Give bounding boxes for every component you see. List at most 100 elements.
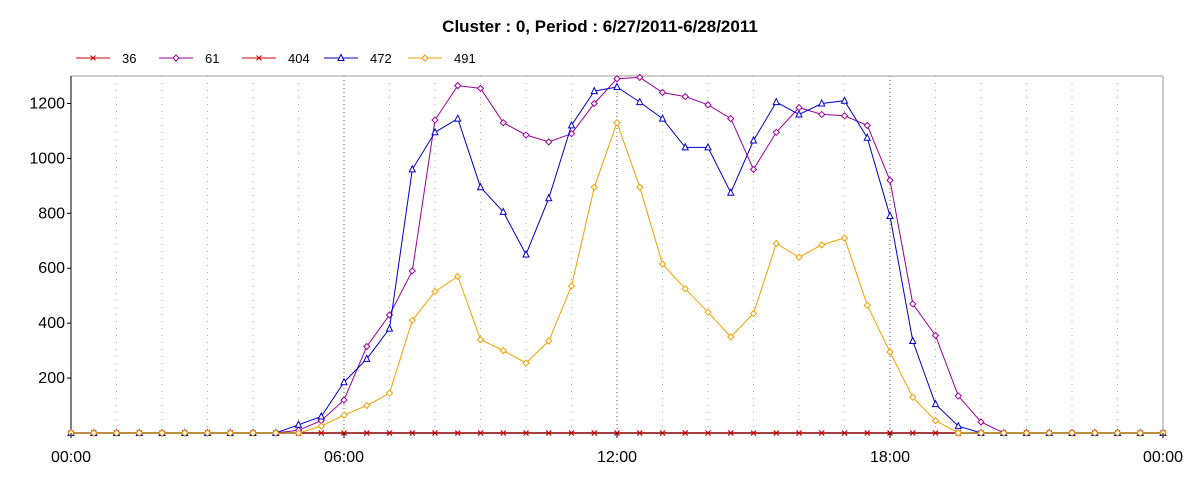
data-point-472-24 <box>613 82 621 90</box>
data-point-61-29 <box>727 114 735 123</box>
data-point-491-17 <box>454 272 462 281</box>
legend-item-36: 36 <box>76 51 136 66</box>
data-point-61-24 <box>613 75 621 83</box>
x-tick-label: 00:00 <box>1143 449 1183 466</box>
data-point-61-28 <box>704 101 712 109</box>
data-point-61-20 <box>522 131 530 139</box>
data-point-472-10 <box>294 420 303 428</box>
data-point-472-28 <box>704 142 712 151</box>
y-tick-label: 1000 <box>29 150 65 167</box>
data-point-61-35 <box>863 121 871 130</box>
data-point-404-16 <box>432 430 438 436</box>
data-point-404-15 <box>409 430 416 436</box>
y-tick-label: 400 <box>38 315 65 332</box>
data-point-491-15 <box>408 316 416 325</box>
x-tick-label: 18:00 <box>870 449 910 466</box>
data-point-491-9 <box>272 429 280 437</box>
series-line-61 <box>71 76 1163 434</box>
legend-item-61: 61 <box>159 51 219 66</box>
data-point-472-29 <box>726 188 735 196</box>
data-point-491-26 <box>658 260 667 268</box>
y-tick-label: 1200 <box>29 95 65 112</box>
data-point-404-21 <box>545 430 552 436</box>
data-point-472-19 <box>499 207 508 215</box>
series-line-491 <box>71 121 1163 434</box>
data-point-472-23 <box>590 86 599 95</box>
data-point-472-26 <box>658 113 667 122</box>
data-point-491-1 <box>90 429 98 437</box>
data-point-61-40 <box>977 418 985 426</box>
data-point-472-20 <box>522 249 530 258</box>
data-point-472-33 <box>817 98 826 107</box>
legend-label: 472 <box>370 51 392 66</box>
data-point-404-28 <box>705 430 711 436</box>
data-point-404-27 <box>682 430 689 436</box>
data-point-491-34 <box>840 234 849 242</box>
data-point-491-31 <box>772 239 780 248</box>
data-point-472-27 <box>681 142 690 151</box>
data-point-472-16 <box>431 127 439 136</box>
series-group <box>67 73 1167 437</box>
data-point-472-11 <box>317 411 326 420</box>
data-point-61-27 <box>681 92 689 101</box>
data-point-491-13 <box>363 401 371 410</box>
data-point-491-5 <box>181 429 189 437</box>
data-point-61-12 <box>340 396 348 404</box>
legend-swatch-marker <box>90 55 96 61</box>
tick-labels: 200 400 600 800 1000 1200 00:00 06:00 12:00 18:00… <box>29 95 1183 466</box>
data-point-491-33 <box>818 241 826 249</box>
data-point-491-30 <box>749 309 758 318</box>
data-point-491-3 <box>135 429 143 437</box>
data-point-61-25 <box>636 73 644 82</box>
legend-label: 491 <box>454 51 476 66</box>
data-point-491-22 <box>567 282 576 290</box>
data-point-491-14 <box>385 389 394 397</box>
data-point-491-32 <box>795 253 803 261</box>
x-tick-label: 00:00 <box>51 449 91 466</box>
data-point-491-18 <box>476 335 485 344</box>
data-point-491-10 <box>294 429 303 437</box>
data-point-491-47 <box>1136 429 1144 437</box>
data-point-61-16 <box>431 116 439 124</box>
data-point-404-30 <box>750 430 757 436</box>
data-point-491-43 <box>1045 429 1053 437</box>
data-point-491-23 <box>590 183 598 191</box>
data-point-61-15 <box>408 267 416 275</box>
data-point-472-38 <box>931 399 940 408</box>
data-point-404-22 <box>568 430 575 436</box>
data-point-491-42 <box>1022 429 1031 437</box>
data-point-472-30 <box>749 135 758 144</box>
data-point-491-37 <box>909 393 917 402</box>
data-point-491-25 <box>636 183 644 191</box>
data-point-491-8 <box>249 429 257 437</box>
data-point-491-7 <box>226 429 234 437</box>
y-tick-label: 800 <box>38 205 65 222</box>
data-point-491-46 <box>1113 429 1122 437</box>
data-point-472-25 <box>635 97 644 106</box>
data-point-404-32 <box>796 430 802 436</box>
data-point-472-39 <box>954 421 963 430</box>
legend-label: 36 <box>122 51 136 66</box>
data-point-491-4 <box>158 429 166 437</box>
data-point-404-23 <box>591 430 598 436</box>
data-point-472-14 <box>385 324 394 332</box>
data-point-491-39 <box>954 429 962 437</box>
data-point-491-27 <box>681 285 689 293</box>
data-point-404-19 <box>500 430 507 436</box>
data-point-472-36 <box>886 211 894 220</box>
data-point-491-11 <box>317 422 325 430</box>
data-point-61-23 <box>590 99 598 108</box>
data-point-491-35 <box>863 301 871 310</box>
data-point-404-34 <box>841 430 848 436</box>
data-point-404-37 <box>909 430 916 436</box>
data-point-491-16 <box>431 287 439 296</box>
data-point-491-41 <box>1000 429 1008 437</box>
data-point-404-33 <box>818 430 825 436</box>
data-point-61-26 <box>658 88 667 97</box>
data-point-404-14 <box>386 430 393 436</box>
data-point-404-26 <box>659 430 666 436</box>
data-point-472-12 <box>340 377 348 386</box>
data-point-61-38 <box>931 331 940 340</box>
